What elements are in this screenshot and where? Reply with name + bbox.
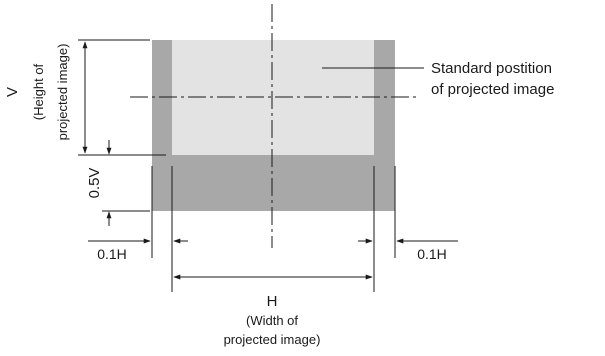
- standard-position-label-line1: Standard postition: [431, 60, 552, 77]
- half-v-label: 0.5V: [86, 168, 103, 199]
- h-description-line1: (Width of: [246, 313, 298, 328]
- shift-range-lower-area: [152, 155, 395, 211]
- h-description-line2: projected image): [224, 332, 321, 347]
- v-symbol-label: V: [4, 87, 21, 97]
- standard-position-label-line2: of projected image: [431, 81, 554, 98]
- left-shift-label: 0.1H: [97, 246, 127, 262]
- h-symbol-label: H: [267, 293, 278, 310]
- right-shift-label: 0.1H: [417, 246, 447, 262]
- v-description-line2: projected image): [55, 44, 70, 141]
- v-description-line1: (Height of: [31, 63, 46, 120]
